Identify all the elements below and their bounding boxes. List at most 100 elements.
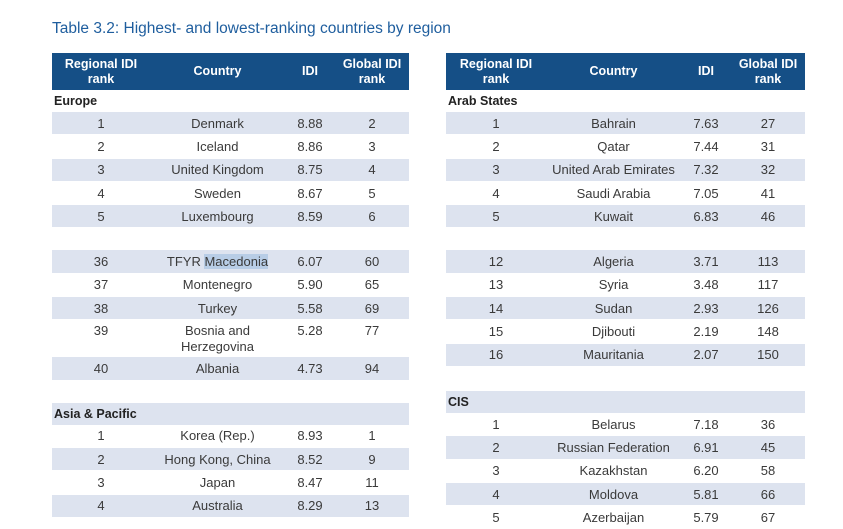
table-row: 3 Kazakhstan 6.20 58 xyxy=(446,460,805,483)
regional-rank-cell: 5 xyxy=(492,509,500,525)
regional-rank-cell: 1 xyxy=(97,428,105,444)
idi-cell: 5.90 xyxy=(297,277,323,293)
regional-rank-cell: 2 xyxy=(492,439,500,455)
table-row: 5 Azerbaijan 5.79 67 xyxy=(446,506,805,529)
section-asia-pacific: Asia & Pacific xyxy=(52,402,409,425)
global-rank-cell: 113 xyxy=(757,254,779,270)
global-rank-cell: 5 xyxy=(368,185,376,201)
regional-rank-cell: 3 xyxy=(492,463,500,479)
idi-cell: 8.67 xyxy=(297,185,323,201)
table-row: 2 Iceland 8.86 3 xyxy=(52,135,409,159)
global-rank-cell: 65 xyxy=(364,277,380,293)
left-table: Regional IDI rank Country IDI Global IDI r… xyxy=(52,53,409,518)
table-row: 3 United Arab Emirates 7.32 32 xyxy=(446,158,805,182)
country-cell: Kuwait xyxy=(593,208,634,224)
table-row: 16 Mauritania 2.07 150 xyxy=(446,343,805,367)
right-table: Regional IDI rank Country IDI Global IDI r… xyxy=(446,53,805,529)
global-rank-cell: 58 xyxy=(760,463,776,479)
regional-rank-cell: 1 xyxy=(492,416,500,432)
country-cell: United Arab Emirates xyxy=(552,162,675,178)
table-header: Regional IDI rank Country IDI Global IDI r… xyxy=(446,53,805,90)
table-row: 5 Kuwait 6.83 46 xyxy=(446,205,805,229)
table-row: 15 Djibouti 2.19 148 xyxy=(446,320,805,344)
regional-rank-cell: 1 xyxy=(97,115,105,131)
regional-rank-cell: 4 xyxy=(97,498,105,514)
table-row: 14 Sudan 2.93 126 xyxy=(446,297,805,321)
country-cell: Azerbaijan xyxy=(582,509,645,525)
idi-cell: 6.07 xyxy=(297,254,323,270)
global-rank-cell: 31 xyxy=(760,138,776,154)
idi-cell: 7.18 xyxy=(693,416,719,432)
idi-cell: 8.75 xyxy=(297,162,323,178)
spacer xyxy=(52,228,409,250)
idi-cell: 8.29 xyxy=(297,498,323,514)
global-rank-cell: 2 xyxy=(368,115,376,131)
text-selection-highlight[interactable]: Macedonia xyxy=(204,254,269,270)
table-row: 3 United Kingdom 8.75 4 xyxy=(52,158,409,182)
section-europe: Europe xyxy=(54,94,98,108)
country-cell: Japan xyxy=(199,474,236,490)
regional-rank-cell: 3 xyxy=(97,474,105,490)
country-cell: Luxembourg xyxy=(181,208,254,224)
global-rank-cell: 150 xyxy=(757,347,779,363)
global-rank-cell: 41 xyxy=(760,185,776,201)
header-idi: IDI xyxy=(698,64,714,78)
global-rank-cell: 1 xyxy=(368,428,376,444)
regional-rank-cell: 14 xyxy=(488,300,504,316)
global-rank-cell: 4 xyxy=(368,162,376,178)
idi-cell: 7.05 xyxy=(693,185,719,201)
country-cell: Moldova xyxy=(588,486,639,502)
table-row: 1 Belarus 7.18 36 xyxy=(446,413,805,437)
regional-rank-cell: 13 xyxy=(488,277,504,293)
global-rank-cell: 67 xyxy=(760,509,776,525)
idi-cell: 2.07 xyxy=(693,347,719,363)
country-cell: United Kingdom xyxy=(171,162,264,178)
regional-rank-cell: 1 xyxy=(492,115,500,131)
country-cell: TFYR Macedonia xyxy=(166,254,269,270)
idi-cell: 7.32 xyxy=(693,162,719,178)
country-cell: Mauritania xyxy=(583,347,644,363)
header-global-rank: Global IDI rank xyxy=(342,56,402,86)
global-rank-cell: 9 xyxy=(368,451,376,467)
table-row: 4 Saudi Arabia 7.05 41 xyxy=(446,182,805,206)
country-cell: Hong Kong, China xyxy=(164,451,271,467)
global-rank-cell: 94 xyxy=(364,361,380,377)
section-cis: CIS xyxy=(446,390,805,413)
regional-rank-cell: 2 xyxy=(97,138,105,154)
regional-rank-cell: 5 xyxy=(97,208,105,224)
global-rank-cell: 11 xyxy=(365,474,379,490)
idi-cell: 7.63 xyxy=(693,115,719,131)
country-cell: Montenegro xyxy=(182,277,253,293)
idi-cell: 8.86 xyxy=(297,138,323,154)
global-rank-cell: 126 xyxy=(757,300,779,316)
idi-cell: 2.93 xyxy=(693,300,719,316)
spacer xyxy=(446,228,805,250)
table-row: 2 Hong Kong, China 8.52 9 xyxy=(52,447,409,472)
regional-rank-cell: 5 xyxy=(492,208,500,224)
country-cell: Bahrain xyxy=(591,115,636,131)
table-row: 2 Qatar 7.44 31 xyxy=(446,135,805,159)
global-rank-cell: 45 xyxy=(760,439,776,455)
idi-cell: 5.81 xyxy=(693,486,719,502)
global-rank-cell: 77 xyxy=(364,323,380,339)
country-cell: Sudan xyxy=(594,300,633,316)
table-header: Regional IDI rank Country IDI Global IDI r… xyxy=(52,53,409,90)
table-row: 40 Albania 4.73 94 xyxy=(52,357,409,381)
regional-rank-cell: 4 xyxy=(492,486,500,502)
regional-rank-cell: 38 xyxy=(93,300,109,316)
country-cell: Qatar xyxy=(597,138,630,154)
table-title: Table 3.2: Highest- and lowest-ranking c… xyxy=(52,20,451,37)
country-cell: Bosnia and Herzegovina xyxy=(181,323,254,355)
country-cell: Algeria xyxy=(593,254,634,270)
section-arab-states: Arab States xyxy=(448,94,518,108)
idi-cell: 3.71 xyxy=(693,254,719,270)
regional-rank-cell: 36 xyxy=(93,254,109,270)
regional-rank-cell: 3 xyxy=(492,162,500,178)
idi-cell: 2.19 xyxy=(693,324,719,340)
country-cell: Kazakhstan xyxy=(579,463,648,479)
idi-cell: 5.79 xyxy=(693,509,719,525)
country-cell: Sweden xyxy=(194,185,241,201)
country-cell: Turkey xyxy=(197,300,238,316)
header-idi: IDI xyxy=(302,64,318,78)
table-row: 39 Bosnia and Herzegovina 5.28 77 xyxy=(52,320,409,358)
